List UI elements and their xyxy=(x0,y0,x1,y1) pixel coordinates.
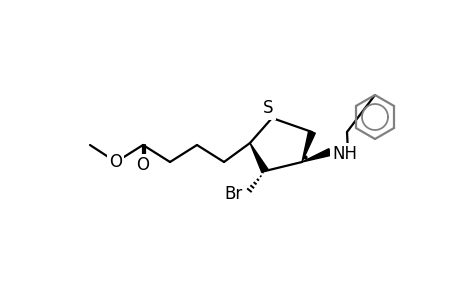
Text: S: S xyxy=(262,99,273,117)
Polygon shape xyxy=(302,131,314,162)
Polygon shape xyxy=(302,149,330,162)
Text: O: O xyxy=(136,156,149,174)
Text: Br: Br xyxy=(224,185,243,203)
Polygon shape xyxy=(249,143,268,173)
Text: O: O xyxy=(109,153,122,171)
Text: NH: NH xyxy=(331,145,356,163)
